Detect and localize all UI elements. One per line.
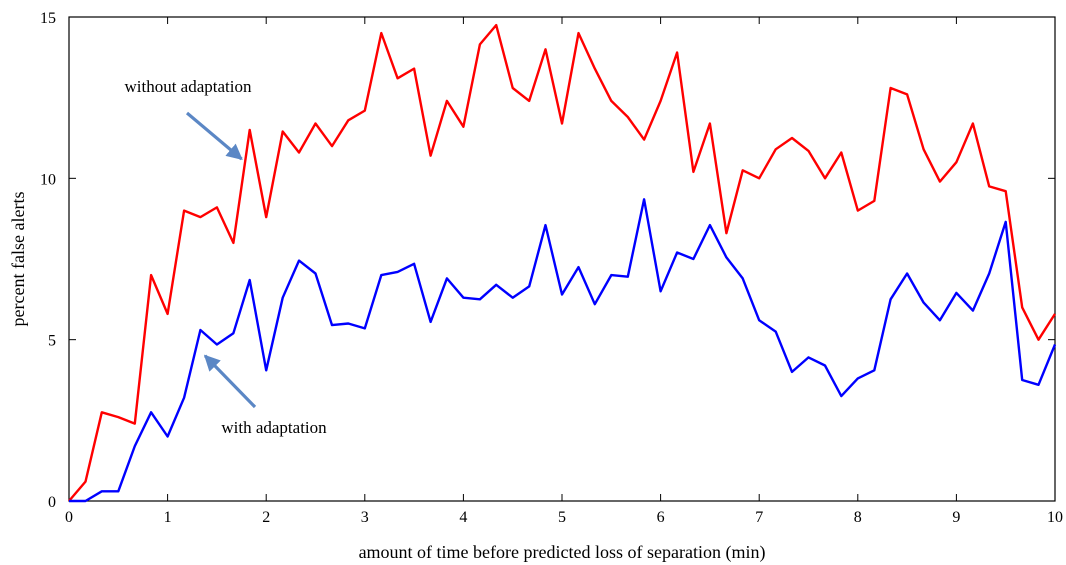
x-tick-label: 4 <box>459 509 467 526</box>
x-tick-label: 6 <box>657 509 665 526</box>
series-lines <box>68 23 1057 503</box>
x-tick-label: 8 <box>854 509 862 526</box>
x-tick-label: 9 <box>952 509 960 526</box>
x-tick-label: 5 <box>558 509 566 526</box>
annotations: without adaptation with adaptation <box>124 77 327 437</box>
x-tick-label: 3 <box>361 509 369 526</box>
y-tick-label: 0 <box>48 494 56 511</box>
x-tick-label: 10 <box>1047 509 1063 526</box>
series-line-without-adaptation <box>68 23 1057 502</box>
x-tick-label: 2 <box>262 509 270 526</box>
x-axis-title: amount of time before predicted loss of … <box>359 542 766 563</box>
annotation-without-adaptation-arrow <box>185 111 243 161</box>
x-tick-label: 7 <box>755 509 763 526</box>
y-tick-label: 10 <box>40 171 56 188</box>
axis-ticks: 0 1 2 3 4 5 6 7 8 9 10 0 5 10 15 <box>40 10 1063 526</box>
annotation-without-adaptation-label: without adaptation <box>124 77 252 96</box>
series-line-with-adaptation <box>69 198 1057 503</box>
y-axis-title: percent false alerts <box>8 192 28 327</box>
y-tick-label: 15 <box>40 10 56 27</box>
x-tick-label: 0 <box>65 509 73 526</box>
x-tick-label: 1 <box>164 509 172 526</box>
y-tick-label: 5 <box>48 333 56 350</box>
annotation-with-adaptation-arrow <box>203 354 257 409</box>
annotation-with-adaptation-label: with adaptation <box>221 418 327 437</box>
